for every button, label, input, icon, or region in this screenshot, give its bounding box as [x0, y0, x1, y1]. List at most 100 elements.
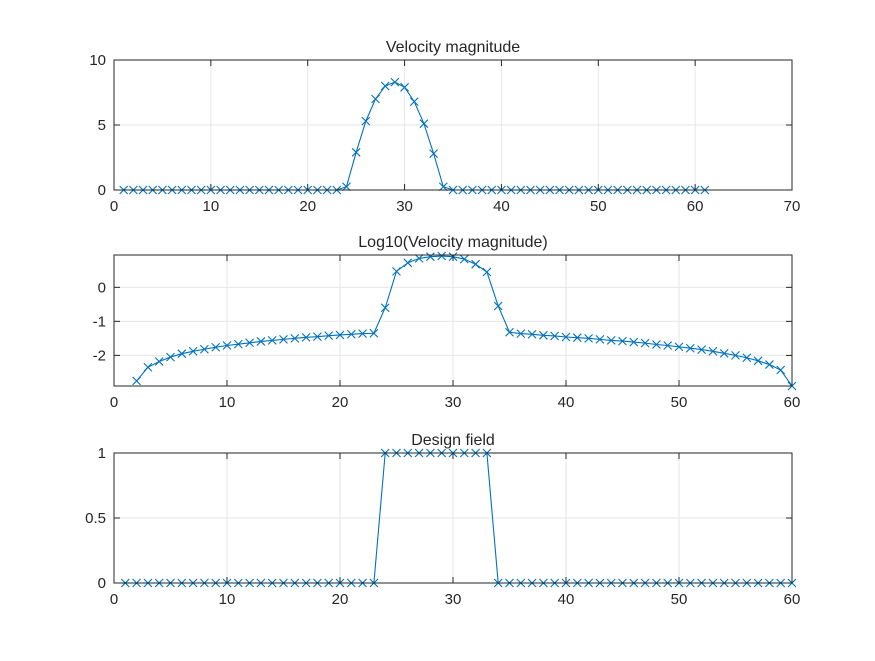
- data-point-marker: [606, 336, 616, 345]
- x-tick-label: 60: [687, 198, 704, 215]
- data-point-marker: [390, 77, 400, 87]
- data-point-marker: [708, 346, 718, 356]
- x-tick-label: 50: [671, 591, 688, 608]
- y-tick-label: 0: [98, 279, 106, 296]
- data-point-marker: [400, 82, 409, 92]
- data-point-marker: [245, 338, 254, 348]
- data-point-marker: [674, 342, 684, 352]
- data-point-marker: [493, 301, 503, 311]
- data-point-marker: [279, 334, 288, 344]
- data-point-marker: [584, 333, 593, 343]
- x-tick-label: 10: [219, 591, 236, 608]
- x-tick-label: 10: [203, 198, 220, 215]
- subplot-2: 0 10 20 30 40 50 60 -2 -1 0 Log10(Velocity magnitu…: [93, 234, 801, 411]
- data-point-marker: [351, 147, 361, 157]
- data-point-marker: [595, 334, 605, 344]
- y-tick-label: -1: [93, 313, 106, 330]
- data-point-marker: [663, 341, 673, 350]
- data-point-marker: [753, 356, 763, 366]
- data-point-marker: [361, 116, 371, 126]
- x-tick-label: 60: [784, 394, 801, 411]
- data-point-marker: [324, 331, 334, 341]
- data-point-marker: [290, 333, 300, 343]
- subplot-title: Velocity magnitude: [386, 39, 520, 56]
- data-point-marker: [177, 349, 187, 359]
- data-point-marker: [652, 340, 661, 349]
- data-point-marker: [776, 365, 786, 375]
- data-point-marker: [550, 331, 560, 341]
- data-point-marker: [618, 336, 627, 346]
- data-point-marker: [419, 119, 429, 129]
- x-tick-label: 20: [332, 394, 349, 411]
- data-point-marker: [335, 330, 345, 340]
- data-point-marker: [211, 342, 221, 352]
- y-tick-label: 5: [98, 117, 106, 134]
- data-point-marker: [765, 360, 774, 369]
- data-point-marker: [527, 329, 537, 339]
- data-point-marker: [200, 344, 209, 354]
- data-point-marker: [154, 357, 164, 366]
- subplot-3: 0 10 20 30 40 50 60 0 0.5 1 Design field: [85, 432, 800, 608]
- data-point-marker: [438, 182, 448, 192]
- data-point-marker: [426, 252, 435, 262]
- data-point-marker: [143, 362, 153, 372]
- data-point-marker: [561, 332, 571, 342]
- data-point-marker: [731, 350, 740, 360]
- data-point-marker: [301, 332, 311, 342]
- x-tick-label: 30: [396, 198, 413, 215]
- x-tick-label: 0: [110, 394, 118, 411]
- data-point-marker: [371, 94, 380, 104]
- data-point-marker: [188, 346, 198, 356]
- y-tick-label: 0.5: [85, 510, 106, 527]
- subplot-title: Log10(Velocity magnitude): [358, 234, 547, 251]
- data-point-marker: [505, 327, 514, 337]
- data-point-marker: [414, 254, 424, 263]
- x-tick-label: 70: [784, 198, 801, 215]
- data-point-marker: [459, 254, 469, 264]
- y-tick-label: 0: [98, 575, 106, 592]
- x-tick-label: 10: [219, 394, 236, 411]
- data-point-marker: [132, 376, 141, 386]
- data-point-marker: [267, 336, 277, 345]
- x-tick-label: 40: [558, 394, 575, 411]
- data-point-marker: [697, 345, 706, 354]
- data-point-marker: [233, 339, 243, 349]
- data-point-marker: [409, 97, 419, 106]
- x-tick-label: 40: [493, 198, 510, 215]
- y-tick-label: 10: [89, 52, 106, 69]
- data-point-marker: [342, 182, 351, 192]
- x-tick-label: 0: [110, 198, 118, 215]
- data-point-marker: [346, 329, 356, 339]
- data-point-marker: [685, 343, 695, 353]
- x-tick-label: 60: [784, 591, 801, 608]
- data-point-marker: [392, 266, 401, 276]
- x-tick-label: 30: [445, 591, 462, 608]
- data-point-marker: [358, 329, 367, 338]
- y-tick-label: 1: [98, 445, 106, 462]
- data-point-marker: [222, 341, 232, 350]
- data-point-marker: [742, 353, 752, 363]
- data-point-marker: [437, 251, 447, 261]
- x-tick-label: 50: [590, 198, 607, 215]
- data-point-marker: [539, 330, 548, 340]
- x-tick-label: 20: [332, 591, 349, 608]
- subplot-1: 0 10 20 30 40 50 60 70 0 5 10 Velocity magnitude: [89, 39, 800, 215]
- x-tick-label: 50: [671, 394, 688, 411]
- data-point-marker: [403, 258, 413, 268]
- data-point-marker: [429, 149, 439, 158]
- data-point-marker: [572, 333, 582, 343]
- y-tick-label: -2: [93, 347, 106, 364]
- data-point-marker: [471, 259, 480, 269]
- x-tick-label: 40: [558, 591, 575, 608]
- subplot-title: Design field: [411, 432, 495, 449]
- data-point-marker: [640, 338, 650, 348]
- data-point-marker: [380, 303, 390, 313]
- data-point-marker: [313, 332, 322, 342]
- data-point-marker: [369, 328, 379, 338]
- data-point-marker: [719, 348, 729, 358]
- data-point-marker: [629, 337, 639, 347]
- data-point-marker: [516, 329, 526, 338]
- x-tick-label: 0: [110, 591, 118, 608]
